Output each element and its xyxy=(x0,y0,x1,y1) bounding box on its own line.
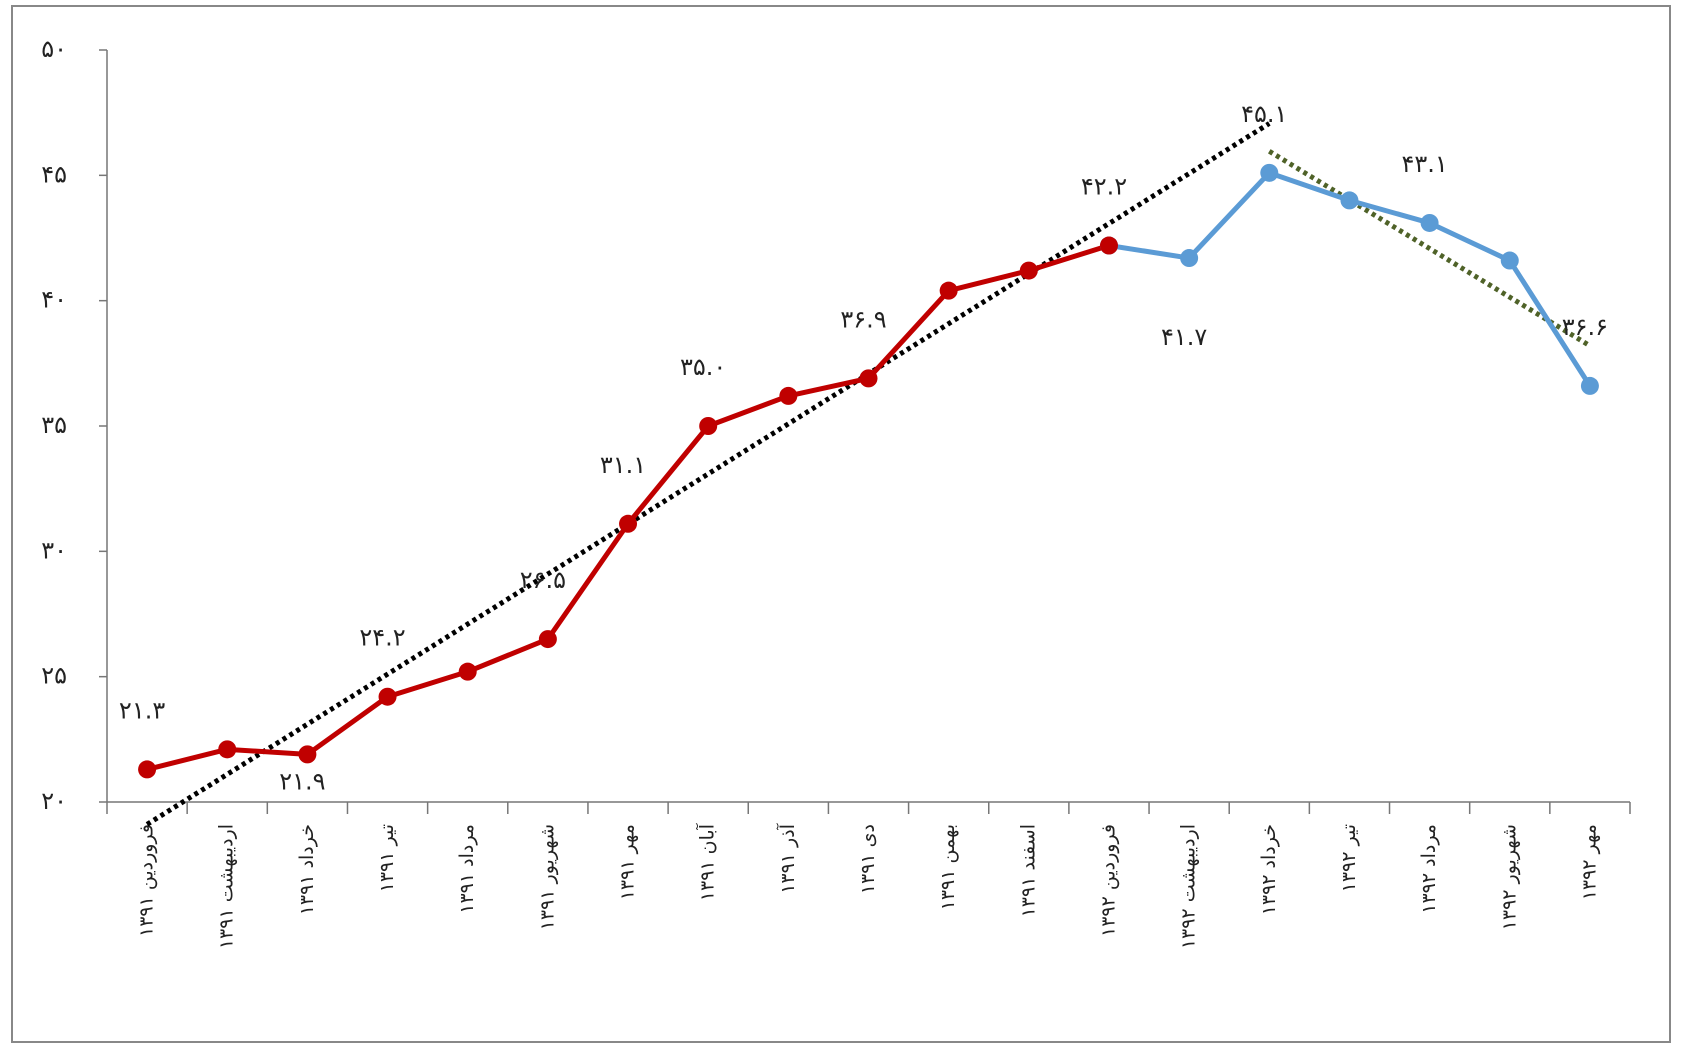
y-tick-label: ۵۰ xyxy=(41,35,67,63)
value-label: ۴۵.۱ xyxy=(1241,100,1287,128)
data-point xyxy=(1099,236,1118,255)
x-tick-label: فروردین ۱۳۹۲ xyxy=(1097,824,1119,937)
data-point xyxy=(939,281,958,300)
data-point xyxy=(1019,261,1038,280)
value-label: ۳۶.۶ xyxy=(1562,313,1608,341)
value-label: ۲۱.۳ xyxy=(119,696,165,724)
x-tick-label: دی ۱۳۹۱ xyxy=(857,824,879,894)
value-label: ۲۱.۹ xyxy=(279,767,325,795)
data-point xyxy=(378,687,397,706)
chart-border xyxy=(11,5,1671,1043)
x-tick-label: شهریور ۱۳۹۱ xyxy=(536,824,558,930)
x-tick-label: مهر ۱۳۹۲ xyxy=(1578,824,1600,900)
data-point xyxy=(458,662,477,681)
data-point xyxy=(138,760,157,779)
data-point xyxy=(1500,251,1519,270)
data-point xyxy=(699,417,718,435)
data-point xyxy=(1180,249,1199,268)
y-tick-label: ۴۵ xyxy=(41,160,67,188)
data-point xyxy=(779,386,798,405)
data-point xyxy=(859,369,878,388)
data-point xyxy=(538,630,557,649)
x-tick-label: خرداد ۱۳۹۱ xyxy=(296,824,318,915)
x-tick-label: اسفند ۱۳۹۱ xyxy=(1017,824,1039,917)
value-label: ۴۲.۲ xyxy=(1081,173,1127,201)
x-tick-label: اردیبهشت ۱۳۹۲ xyxy=(1178,824,1200,949)
x-tick-label: آبان ۱۳۹۱ xyxy=(695,823,719,901)
x-tick-label: تیر ۱۳۹۲ xyxy=(1338,824,1360,892)
x-tick-label: مرداد ۱۳۹۲ xyxy=(1418,824,1440,914)
y-tick-label: ۲۵ xyxy=(41,662,67,690)
x-tick-label: فروردین ۱۳۹۱ xyxy=(136,824,158,937)
y-tick-label: ۳۵ xyxy=(41,411,67,439)
value-label: ۲۴.۲ xyxy=(359,624,405,652)
x-tick-label: شهریور ۱۳۹۲ xyxy=(1498,824,1520,930)
x-tick-label: آذر ۱۳۹۱ xyxy=(775,823,799,894)
data-point xyxy=(1340,191,1359,210)
x-tick-label: مهر ۱۳۹۱ xyxy=(617,824,639,900)
data-point xyxy=(1260,163,1279,182)
x-tick-label: تیر ۱۳۹۱ xyxy=(376,824,398,892)
y-tick-label: ۳۰ xyxy=(41,536,67,564)
x-tick-label: اردیبهشت ۱۳۹۱ xyxy=(216,824,238,949)
y-tick-label: ۲۰ xyxy=(41,787,67,815)
value-label: ۴۳.۱ xyxy=(1401,150,1447,178)
value-label: ۳۶.۹ xyxy=(840,305,886,333)
data-point xyxy=(1580,376,1599,395)
value-label: ۳۵.۰ xyxy=(680,353,726,381)
value-label: ۴۱.۷ xyxy=(1161,323,1207,351)
data-point xyxy=(619,514,638,533)
value-label: ۳۱.۱ xyxy=(600,451,646,479)
y-tick-label: ۴۰ xyxy=(41,286,67,314)
x-tick-label: بهمن ۱۳۹۱ xyxy=(937,824,959,910)
value-label: ۲۶.۵ xyxy=(520,566,566,594)
x-tick-label: مرداد ۱۳۹۱ xyxy=(456,824,478,914)
trendline xyxy=(1267,149,1592,348)
data-point xyxy=(298,745,317,764)
data-point xyxy=(218,740,237,759)
data-point xyxy=(1420,213,1439,232)
x-tick-label: خرداد ۱۳۹۲ xyxy=(1258,824,1280,915)
